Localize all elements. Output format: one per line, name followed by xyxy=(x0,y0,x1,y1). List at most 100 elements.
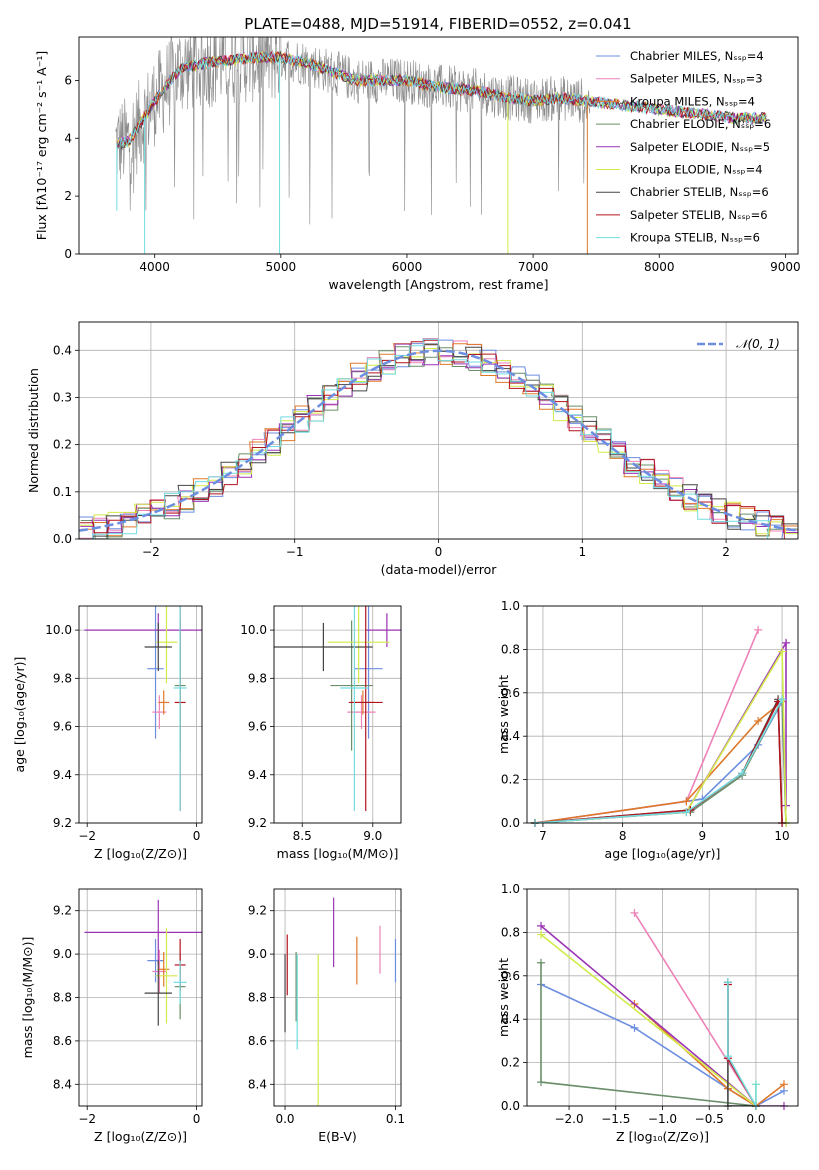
data-point-marker xyxy=(778,647,787,656)
panel-3 xyxy=(270,606,401,827)
model-spectrum-line xyxy=(116,50,767,150)
x-tick-label: 7000 xyxy=(518,260,549,274)
mass-weight-line xyxy=(534,648,787,823)
data-point-marker xyxy=(738,769,747,778)
x-tick-label: 7 xyxy=(539,829,547,843)
data-point-marker xyxy=(537,921,546,930)
model-spectrum-line xyxy=(116,51,767,150)
axes-frame xyxy=(526,605,799,824)
figure-title: PLATE=0488, MJD=51914, FIBERID=0552, z=0… xyxy=(244,15,631,33)
mass-weight-line xyxy=(534,629,759,823)
x-tick-label: 10 xyxy=(774,829,789,843)
x-tick-label: 9.0 xyxy=(363,829,382,843)
axes-frame xyxy=(78,321,799,540)
x-tick-label: 2 xyxy=(722,545,730,559)
y-tick-label: 9.2 xyxy=(248,904,267,918)
y-tick-label: 8.4 xyxy=(248,1077,267,1091)
x-tick-label: 0 xyxy=(193,1112,201,1126)
data-point-marker xyxy=(782,638,791,647)
mass-weight-line xyxy=(534,698,783,823)
x-tick-label: 4000 xyxy=(139,260,170,274)
data-point-marker xyxy=(778,695,787,704)
x-tick-label: −0.5 xyxy=(695,1112,724,1126)
axes-frame xyxy=(78,888,203,1107)
data-point-marker xyxy=(754,625,763,634)
x-axis-label: (data-model)/error xyxy=(381,562,498,577)
y-tick-label: 0.4 xyxy=(501,1012,520,1026)
y-tick-label: 0.3 xyxy=(53,390,72,404)
y-tick-label: 9.2 xyxy=(53,816,72,830)
panel-7 xyxy=(523,888,798,1110)
axes-frame xyxy=(273,605,402,824)
y-tick-label: 0.6 xyxy=(501,969,520,983)
x-axis-label: E(B-V) xyxy=(318,1129,357,1144)
y-tick-label: 0.8 xyxy=(501,925,520,939)
data-point-marker xyxy=(682,797,691,806)
legend-entry: Salpeter MILES, Nₛₛₚ=3 xyxy=(630,72,763,86)
axes-frame xyxy=(78,36,799,255)
y-tick-label: 9.6 xyxy=(53,720,72,734)
y-tick-label: 1.0 xyxy=(501,882,520,896)
y-tick-label: 8.4 xyxy=(53,1077,72,1091)
mass-weight-line xyxy=(633,912,757,1106)
y-tick-label: 0.4 xyxy=(501,729,520,743)
x-axis-label: age [log₁₀(age/yr)] xyxy=(605,846,721,861)
legend-entry: Kroupa STELIB, Nₛₛₚ=6 xyxy=(630,231,760,245)
y-tick-label: 0.2 xyxy=(53,438,72,452)
y-tick-label: 0.6 xyxy=(501,686,520,700)
x-tick-label: 6000 xyxy=(392,260,423,274)
x-tick-label: −1.5 xyxy=(601,1112,630,1126)
y-axis-label: mass weight xyxy=(496,958,511,1037)
normal-reference-curve xyxy=(79,349,798,532)
y-axis-label: mass [log₁₀(M/M⊙)] xyxy=(20,937,35,1059)
x-tick-label: 0.1 xyxy=(386,1112,405,1126)
y-tick-label: 8.8 xyxy=(53,991,72,1005)
legend-entry: Salpeter ELODIE, Nₛₛₚ=5 xyxy=(630,140,770,154)
y-tick-label: 10.0 xyxy=(45,623,72,637)
y-axis-label: age [log₁₀(age/yr)] xyxy=(12,657,27,773)
y-tick-label: 9.6 xyxy=(248,720,267,734)
y-tick-label: 9.8 xyxy=(248,671,267,685)
axes-frame xyxy=(78,605,203,824)
data-point-marker xyxy=(754,717,763,726)
x-tick-label: 8.5 xyxy=(293,829,312,843)
legend-entry: Kroupa MILES, Nₛₛₚ=4 xyxy=(630,94,755,108)
data-point-marker xyxy=(779,1080,788,1089)
y-tick-label: 9.2 xyxy=(248,816,267,830)
legend-entry: 𝒩(0, 1) xyxy=(736,337,780,351)
legend-entry: Chabrier MILES, Nₛₛₚ=4 xyxy=(630,49,764,63)
x-tick-label: 0 xyxy=(193,829,201,843)
y-tick-label: 8.6 xyxy=(248,1034,267,1048)
legend-entry: Chabrier ELODIE, Nₛₛₚ=6 xyxy=(630,117,771,131)
y-tick-label: 0 xyxy=(64,247,72,261)
residual-histogram xyxy=(80,346,798,539)
x-tick-label: −1.0 xyxy=(648,1112,677,1126)
y-tick-label: 9.4 xyxy=(248,768,267,782)
legend-entry: Kroupa ELODIE, Nₛₛₚ=4 xyxy=(630,163,763,177)
y-tick-label: 0.1 xyxy=(53,485,72,499)
data-point-marker xyxy=(723,1052,732,1061)
x-tick-label: 0.0 xyxy=(746,1112,765,1126)
data-point-marker xyxy=(537,1078,546,1087)
data-point-marker xyxy=(682,808,691,817)
x-tick-label: 9 xyxy=(699,829,707,843)
data-point-marker xyxy=(751,1080,760,1089)
y-tick-label: 0.0 xyxy=(501,1099,520,1113)
data-point-marker xyxy=(723,978,732,987)
y-tick-label: 9.8 xyxy=(53,671,72,685)
x-tick-label: 8000 xyxy=(644,260,675,274)
y-tick-label: 8.8 xyxy=(248,991,267,1005)
y-tick-label: 9.0 xyxy=(248,947,267,961)
x-tick-label: −2 xyxy=(142,545,160,559)
y-axis-label: Normed distribution xyxy=(26,368,41,493)
observed-spectrum xyxy=(115,37,591,225)
model-spectrum-line xyxy=(116,51,767,150)
mass-weight-line xyxy=(540,925,784,1106)
y-tick-label: 0.4 xyxy=(53,343,72,357)
x-axis-label: Z [log₁₀(Z/Z⊙)] xyxy=(94,1129,187,1144)
y-tick-label: 8.6 xyxy=(53,1034,72,1048)
mass-weight-line xyxy=(534,700,783,823)
data-point-marker xyxy=(537,958,546,967)
legend-entry: Chabrier STELIB, Nₛₛₚ=6 xyxy=(630,185,769,199)
